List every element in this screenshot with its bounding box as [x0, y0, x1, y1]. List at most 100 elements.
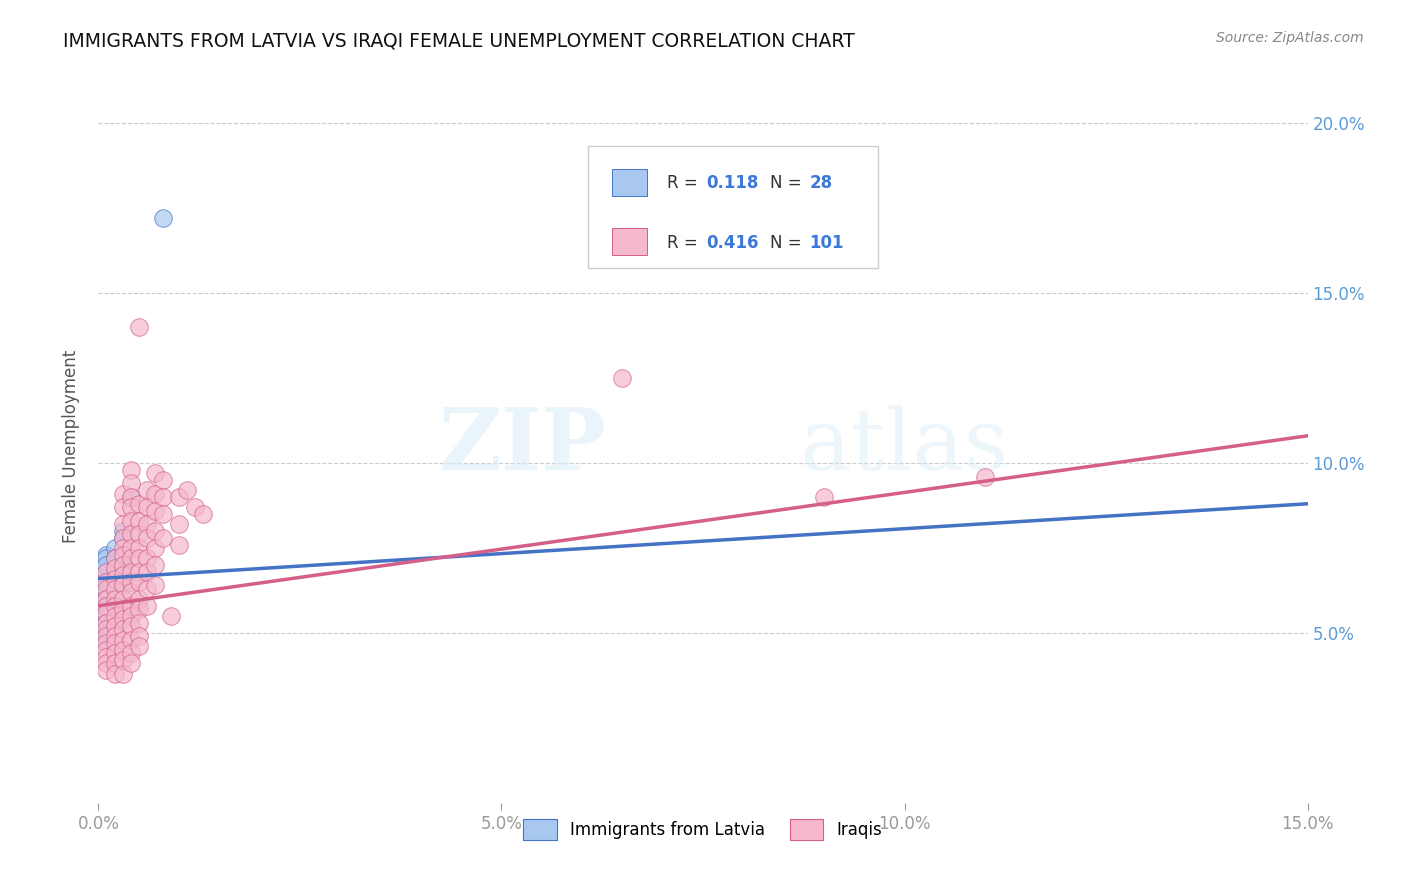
Legend: Immigrants from Latvia, Iraqis: Immigrants from Latvia, Iraqis — [515, 811, 891, 848]
Point — [96, 591, 118, 606]
Point — [111, 612, 134, 626]
Point — [143, 541, 166, 555]
Point — [143, 578, 166, 592]
Point — [135, 582, 157, 596]
Point — [160, 608, 183, 623]
Point — [103, 636, 125, 650]
FancyBboxPatch shape — [588, 146, 879, 268]
Point — [143, 503, 166, 517]
Text: 28: 28 — [810, 175, 832, 193]
Point — [103, 582, 125, 596]
Point — [135, 565, 157, 579]
Text: 0.118: 0.118 — [707, 175, 759, 193]
Point — [120, 632, 142, 647]
Point — [135, 531, 157, 545]
Point — [103, 646, 125, 660]
Point — [128, 615, 150, 630]
Text: atlas: atlas — [800, 404, 1010, 488]
Point — [111, 500, 134, 515]
Point — [96, 636, 118, 650]
Point — [103, 619, 125, 633]
Point — [612, 371, 634, 385]
Point — [193, 507, 215, 521]
Point — [120, 541, 142, 555]
Point — [135, 500, 157, 515]
Point — [103, 582, 125, 596]
Point — [128, 591, 150, 606]
Point — [96, 632, 118, 647]
Point — [111, 591, 134, 606]
Point — [135, 551, 157, 566]
Point — [103, 608, 125, 623]
Point — [111, 531, 134, 545]
Point — [128, 640, 150, 654]
Point — [96, 558, 118, 572]
Point — [96, 585, 118, 599]
Point — [96, 608, 118, 623]
Point — [120, 619, 142, 633]
Text: R =: R = — [666, 234, 703, 252]
Point — [96, 574, 118, 589]
Point — [167, 537, 190, 551]
Point — [184, 500, 207, 515]
Point — [111, 568, 134, 582]
Point — [152, 473, 174, 487]
Point — [974, 469, 997, 483]
Text: N =: N = — [769, 175, 807, 193]
Point — [128, 541, 150, 555]
Point — [120, 527, 142, 541]
Point — [167, 490, 190, 504]
Point — [176, 483, 198, 498]
Point — [111, 574, 134, 589]
Point — [128, 565, 150, 579]
Y-axis label: Female Unemployment: Female Unemployment — [62, 350, 80, 542]
Point — [167, 517, 190, 532]
Point — [120, 463, 142, 477]
Point — [120, 574, 142, 589]
Point — [103, 565, 125, 579]
Point — [96, 565, 118, 579]
Point — [103, 666, 125, 681]
Point — [103, 599, 125, 613]
Point — [96, 629, 118, 643]
Point — [96, 599, 118, 613]
Point — [96, 551, 118, 566]
Point — [111, 578, 134, 592]
Point — [111, 623, 134, 637]
Text: 101: 101 — [810, 234, 844, 252]
Text: IMMIGRANTS FROM LATVIA VS IRAQI FEMALE UNEMPLOYMENT CORRELATION CHART: IMMIGRANTS FROM LATVIA VS IRAQI FEMALE U… — [63, 31, 855, 50]
Point — [111, 558, 134, 572]
Point — [813, 490, 835, 504]
Point — [111, 602, 134, 616]
Point — [152, 531, 174, 545]
Point — [120, 646, 142, 660]
Point — [143, 558, 166, 572]
Point — [152, 490, 174, 504]
Point — [128, 551, 150, 566]
Point — [128, 514, 150, 528]
Point — [143, 486, 166, 500]
Point — [111, 541, 134, 555]
Point — [111, 517, 134, 532]
Point — [120, 514, 142, 528]
Point — [96, 606, 118, 620]
Point — [96, 582, 118, 596]
Point — [96, 643, 118, 657]
Point — [128, 602, 150, 616]
Point — [128, 629, 150, 643]
Point — [103, 561, 125, 575]
Point — [96, 548, 118, 562]
Point — [111, 548, 134, 562]
Point — [103, 612, 125, 626]
Point — [103, 657, 125, 671]
Point — [128, 497, 150, 511]
Point — [120, 476, 142, 491]
Point — [103, 574, 125, 589]
Point — [103, 629, 125, 643]
Point — [96, 565, 118, 579]
Point — [111, 548, 134, 562]
Point — [111, 653, 134, 667]
Point — [96, 649, 118, 664]
Point — [120, 585, 142, 599]
Point — [103, 602, 125, 616]
